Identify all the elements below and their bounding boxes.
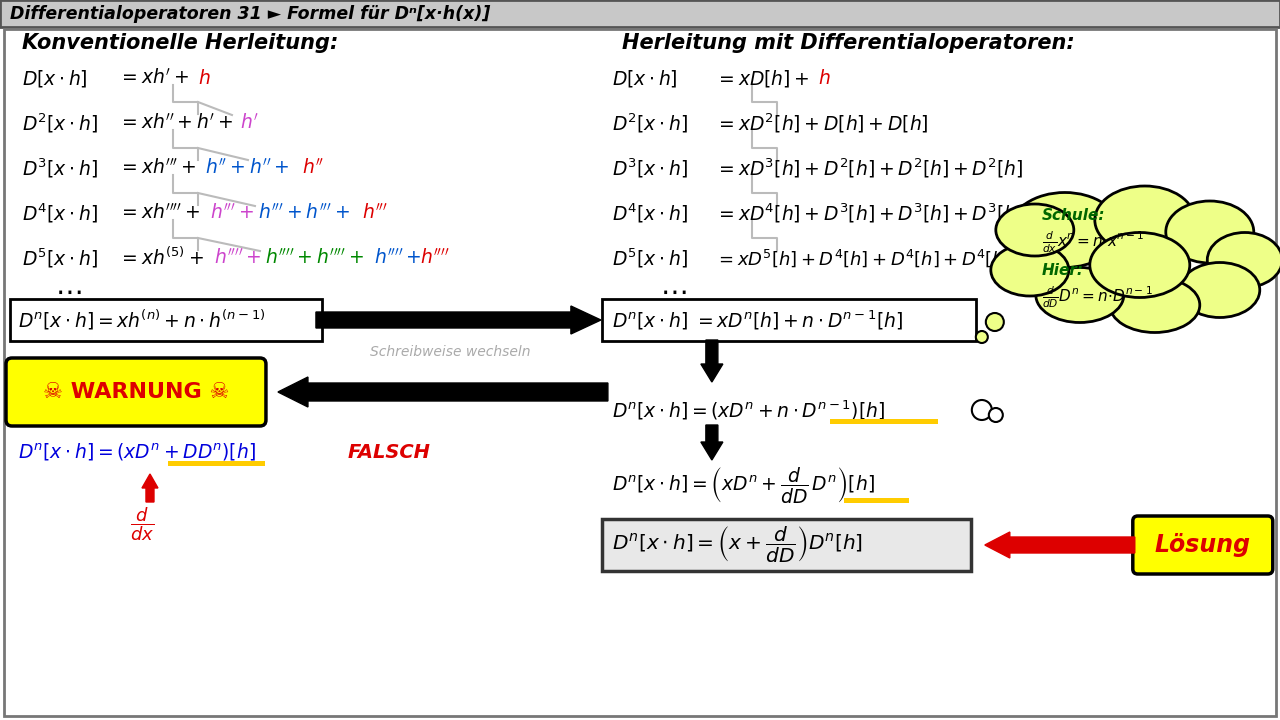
- Text: $\frac{d}{dx}x^n = n{\cdot}x^{n-1}$: $\frac{d}{dx}x^n = n{\cdot}x^{n-1}$: [1042, 229, 1144, 255]
- FancyBboxPatch shape: [4, 29, 1276, 716]
- Text: $D^n[x \cdot h] = \left(x + \dfrac{d}{dD}\right) D^n[h]$: $D^n[x \cdot h] = \left(x + \dfrac{d}{dD…: [612, 525, 863, 565]
- Text: $h$: $h$: [818, 68, 831, 88]
- Text: $D[x \cdot h]$: $D[x \cdot h]$: [22, 68, 88, 89]
- Text: $h'''$: $h'''$: [362, 203, 388, 223]
- Text: FALSCH: FALSCH: [348, 443, 431, 462]
- Text: $= xD[h] +$: $= xD[h] +$: [714, 68, 809, 89]
- Ellipse shape: [1010, 192, 1120, 268]
- FancyArrow shape: [701, 340, 723, 382]
- Text: $h$: $h$: [198, 68, 211, 88]
- FancyBboxPatch shape: [829, 419, 938, 424]
- Text: Schreibweise wechseln: Schreibweise wechseln: [370, 345, 530, 359]
- FancyArrow shape: [984, 532, 1135, 558]
- Ellipse shape: [991, 244, 1069, 296]
- FancyBboxPatch shape: [10, 299, 323, 341]
- Text: $h'''' + h'''' +$: $h'''' + h'''' +$: [265, 248, 364, 268]
- Text: $h''$: $h''$: [302, 158, 324, 178]
- Text: $\dfrac{d}{dx}$: $\dfrac{d}{dx}$: [131, 505, 154, 543]
- Text: Herleitung mit Differentialoperatoren:: Herleitung mit Differentialoperatoren:: [622, 33, 1075, 53]
- FancyArrow shape: [701, 425, 723, 460]
- Text: $= xh^{(5)} +$: $= xh^{(5)} +$: [118, 247, 204, 269]
- Text: $h'''' +$: $h'''' +$: [214, 248, 261, 268]
- Text: $D^4[x \cdot h]$: $D^4[x \cdot h]$: [22, 202, 99, 225]
- FancyBboxPatch shape: [168, 461, 265, 466]
- Text: $\cdots$: $\cdots$: [55, 278, 82, 306]
- Text: $h''''$: $h''''$: [420, 248, 449, 268]
- Text: $D^3[x \cdot h]$: $D^3[x \cdot h]$: [612, 156, 687, 180]
- Text: $= xh'' + h' +$: $= xh'' + h' +$: [118, 113, 233, 133]
- FancyBboxPatch shape: [0, 0, 1280, 27]
- FancyBboxPatch shape: [602, 299, 975, 341]
- Text: $D^n[x \cdot h]\ = xD^n[h] + n \cdot D^{n-1}[h]$: $D^n[x \cdot h]\ = xD^n[h] + n \cdot D^{…: [612, 308, 902, 332]
- Text: $= xD^3[h] + D^2[h] + D^2[h] + D^2[h]$: $= xD^3[h] + D^2[h] + D^2[h] + D^2[h]$: [714, 156, 1023, 180]
- Text: $= xD^4[h] + D^3[h] + D^3[h] + D^3[h] + D^3[h]$: $= xD^4[h] + D^3[h] + D^3[h] + D^3[h] + …: [714, 202, 1097, 225]
- Ellipse shape: [996, 204, 1074, 256]
- Text: $D^2[x \cdot h]$: $D^2[x \cdot h]$: [22, 112, 99, 135]
- Text: $= xh''' +$: $= xh''' +$: [118, 158, 196, 178]
- Text: $h'' + h'' +$: $h'' + h'' +$: [205, 158, 289, 178]
- Text: $= xD^2[h] + D[h] + D[h]$: $= xD^2[h] + D[h] + D[h]$: [714, 112, 928, 135]
- Text: $D^5[x \cdot h]$: $D^5[x \cdot h]$: [22, 246, 99, 270]
- Text: $D^n[x \cdot h] = \left(xD^n + n \cdot D^{n-1}\right)[h]$: $D^n[x \cdot h] = \left(xD^n + n \cdot D…: [612, 398, 884, 422]
- Text: $h''' + h''' +$: $h''' + h''' +$: [259, 203, 349, 223]
- Ellipse shape: [1036, 268, 1124, 323]
- Ellipse shape: [1166, 201, 1254, 263]
- Text: $D^4[x \cdot h]$: $D^4[x \cdot h]$: [612, 202, 687, 225]
- Text: $= xD^5[h] + D^4[h] + D^4[h] + D^4[h] + D^4[h] + D^4[h]$: $= xD^5[h] + D^4[h] + D^4[h] + D^4[h] + …: [714, 247, 1153, 269]
- Text: ☠ WARNUNG ☠: ☠ WARNUNG ☠: [42, 382, 229, 402]
- Circle shape: [975, 331, 988, 343]
- Text: $D^5[x \cdot h]$: $D^5[x \cdot h]$: [612, 246, 687, 270]
- Text: $\frac{d}{dD}D^n = n{\cdot}D^{n-1}$: $\frac{d}{dD}D^n = n{\cdot}D^{n-1}$: [1042, 284, 1152, 310]
- Text: Konventionelle Herleitung:: Konventionelle Herleitung:: [22, 33, 338, 53]
- FancyArrow shape: [316, 306, 600, 334]
- FancyBboxPatch shape: [6, 358, 266, 426]
- FancyBboxPatch shape: [602, 519, 970, 571]
- Text: $D^n[x \cdot h] = \left(xD^n + DD^n\right)[h]$: $D^n[x \cdot h] = \left(xD^n + DD^n\righ…: [18, 441, 256, 463]
- Text: $D^n[x \cdot h] = xh^{(n)} + n \cdot h^{(n-1)}$: $D^n[x \cdot h] = xh^{(n)} + n \cdot h^{…: [18, 308, 265, 332]
- Ellipse shape: [1094, 186, 1194, 254]
- Text: Lösung: Lösung: [1155, 533, 1251, 557]
- Text: Hier:: Hier:: [1042, 263, 1084, 277]
- Text: $= xh'''' +$: $= xh'''' +$: [118, 203, 200, 223]
- Text: $D[x \cdot h]$: $D[x \cdot h]$: [612, 68, 677, 89]
- FancyBboxPatch shape: [844, 498, 909, 503]
- Circle shape: [986, 313, 1004, 331]
- FancyArrow shape: [278, 377, 608, 407]
- Ellipse shape: [1207, 233, 1280, 287]
- FancyBboxPatch shape: [1133, 516, 1272, 574]
- Ellipse shape: [1110, 277, 1199, 333]
- Text: $\cdots$: $\cdots$: [660, 278, 686, 306]
- Circle shape: [989, 408, 1002, 422]
- Text: $D^2[x \cdot h]$: $D^2[x \cdot h]$: [612, 112, 687, 135]
- Text: $h''' +$: $h''' +$: [210, 203, 255, 223]
- Text: Schule:: Schule:: [1042, 207, 1106, 222]
- Text: $D^3[x \cdot h]$: $D^3[x \cdot h]$: [22, 156, 99, 180]
- Text: $h'$: $h'$: [239, 113, 259, 133]
- Ellipse shape: [1089, 233, 1190, 297]
- Ellipse shape: [1180, 263, 1260, 318]
- Text: $D^n[x \cdot h] = \left(xD^n + \dfrac{d}{dD}\, D^n\right)[h]$: $D^n[x \cdot h] = \left(xD^n + \dfrac{d}…: [612, 465, 874, 505]
- Text: Differentialoperatoren 31 ► Formel für Dⁿ[x·h(x)]: Differentialoperatoren 31 ► Formel für D…: [10, 5, 490, 23]
- FancyArrow shape: [142, 474, 157, 502]
- Text: $h'''' +$: $h'''' +$: [374, 248, 421, 268]
- Circle shape: [972, 400, 992, 420]
- Text: $= xh' +$: $= xh' +$: [118, 68, 189, 88]
